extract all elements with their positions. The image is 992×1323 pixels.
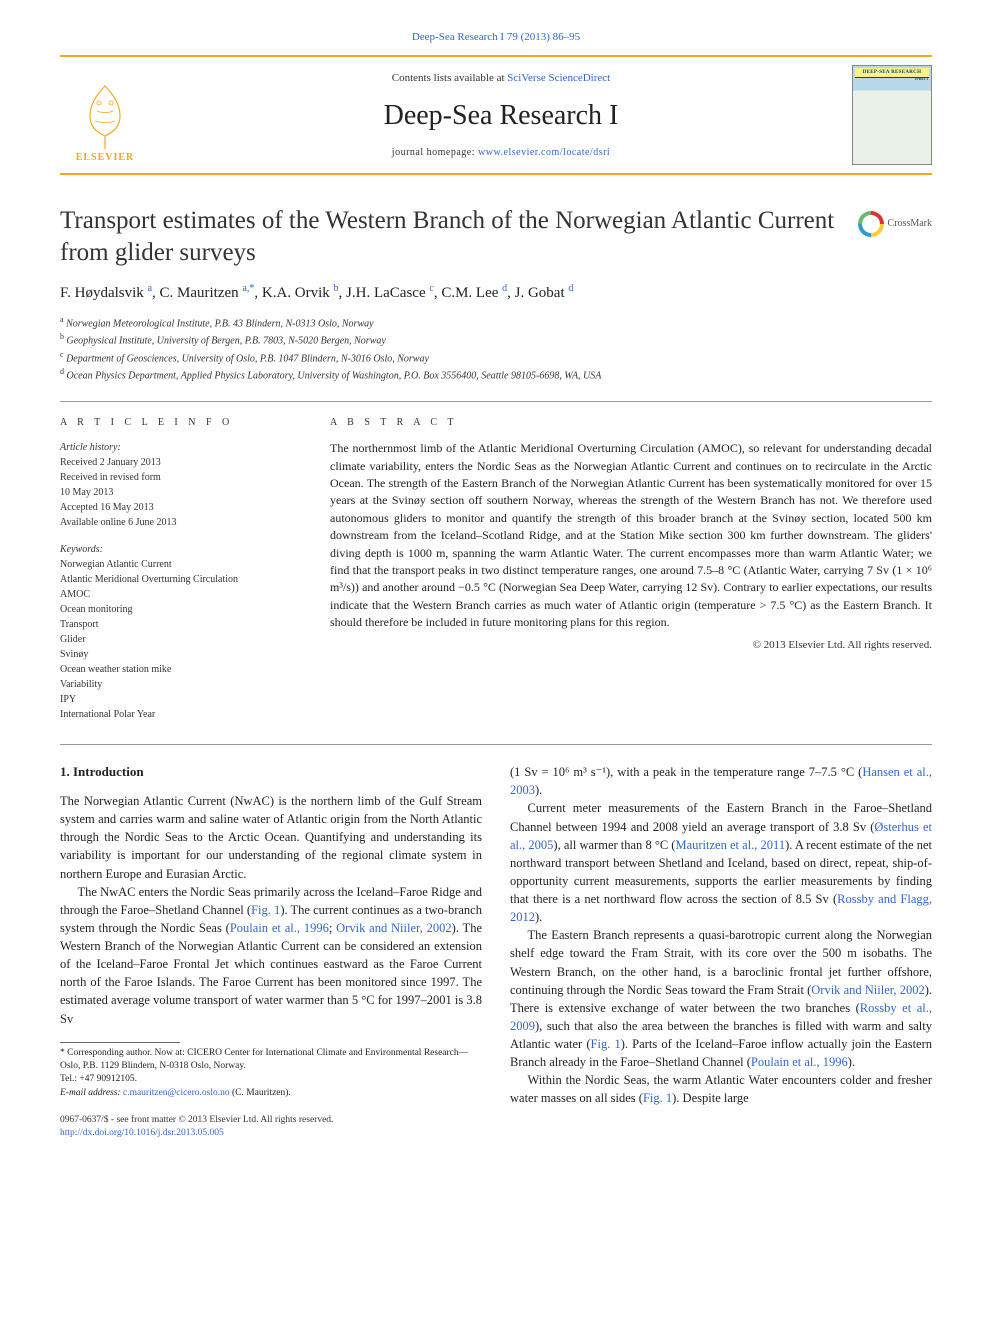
- history-label: Article history:: [60, 442, 121, 453]
- body-paragraph: Current meter measurements of the Easter…: [510, 799, 932, 926]
- elsevier-tree-icon: [75, 81, 135, 151]
- abstract-copyright: © 2013 Elsevier Ltd. All rights reserved…: [330, 638, 932, 653]
- doi-link[interactable]: http://dx.doi.org/10.1016/j.dsr.2013.05.…: [60, 1128, 224, 1138]
- body-paragraph: The Norwegian Atlantic Current (NwAC) is…: [60, 792, 482, 883]
- corr-author-tel: Tel.: +47 90912105.: [60, 1073, 482, 1086]
- body-paragraph: Within the Nordic Seas, the warm Atlanti…: [510, 1071, 932, 1107]
- abstract-text: The northernmost limb of the Atlantic Me…: [330, 440, 932, 631]
- body-paragraph: The Eastern Branch represents a quasi-ba…: [510, 926, 932, 1071]
- homepage-prefix: journal homepage:: [392, 147, 478, 158]
- article-info-label: A R T I C L E I N F O: [60, 416, 300, 430]
- body-text: 1. Introduction The Norwegian Atlantic C…: [60, 763, 932, 1140]
- abstract: A B S T R A C T The northernmost limb of…: [330, 416, 932, 722]
- article-title: Transport estimates of the Western Branc…: [60, 205, 848, 268]
- section-1-heading: 1. Introduction: [60, 763, 482, 782]
- article-info: A R T I C L E I N F O Article history: R…: [60, 416, 300, 722]
- corr-author-email-link[interactable]: c.mauritzen@cicero.oslo.no: [123, 1088, 230, 1098]
- corr-author-text: * Corresponding author. Now at: CICERO C…: [60, 1047, 482, 1074]
- article-history: Article history: Received 2 January 2013…: [60, 440, 300, 530]
- journal-name: Deep-Sea Research I: [150, 96, 852, 135]
- journal-page-banner: Deep-Sea Research I 79 (2013) 86–95: [60, 30, 932, 45]
- crossmark-badge[interactable]: CrossMark: [858, 211, 932, 237]
- issn-line: 0967-0637/$ - see front matter © 2013 El…: [60, 1114, 482, 1127]
- masthead: ELSEVIER Contents lists available at Sci…: [60, 55, 932, 175]
- journal-cover-thumbnail: DEEP-SEA RESEARCH PART I: [852, 65, 932, 165]
- contents-prefix: Contents lists available at: [392, 72, 507, 84]
- footnote-divider: [60, 1042, 180, 1043]
- cover-sub: PART I: [915, 76, 928, 82]
- sciencedirect-link[interactable]: SciVerse ScienceDirect: [507, 72, 610, 84]
- publisher-logo: ELSEVIER: [60, 65, 150, 165]
- keywords: Keywords: Norwegian Atlantic CurrentAtla…: [60, 542, 300, 722]
- author-list: F. Høydalsvik a, C. Mauritzen a,*, K.A. …: [60, 282, 932, 304]
- email-suffix: (C. Mauritzen).: [230, 1088, 291, 1098]
- journal-homepage-link[interactable]: www.elsevier.com/locate/dsri: [478, 147, 610, 158]
- corresponding-author-footnote: * Corresponding author. Now at: CICERO C…: [60, 1047, 482, 1100]
- publisher-logo-text: ELSEVIER: [76, 151, 135, 165]
- journal-homepage-line: journal homepage: www.elsevier.com/locat…: [150, 146, 852, 160]
- keywords-label: Keywords:: [60, 544, 103, 555]
- abstract-label: A B S T R A C T: [330, 416, 932, 430]
- section-divider: [60, 744, 932, 745]
- crossmark-label: CrossMark: [888, 217, 932, 231]
- affiliations: a Norwegian Meteorological Institute, P.…: [60, 314, 932, 383]
- body-paragraph: (1 Sv = 10⁶ m³ s⁻¹), with a peak in the …: [510, 763, 932, 799]
- body-paragraph: The NwAC enters the Nordic Seas primaril…: [60, 883, 482, 1028]
- crossmark-icon: [858, 211, 884, 237]
- email-label: E-mail address:: [60, 1088, 123, 1098]
- contents-available-line: Contents lists available at SciVerse Sci…: [150, 71, 852, 86]
- front-matter-footer: 0967-0637/$ - see front matter © 2013 El…: [60, 1114, 482, 1141]
